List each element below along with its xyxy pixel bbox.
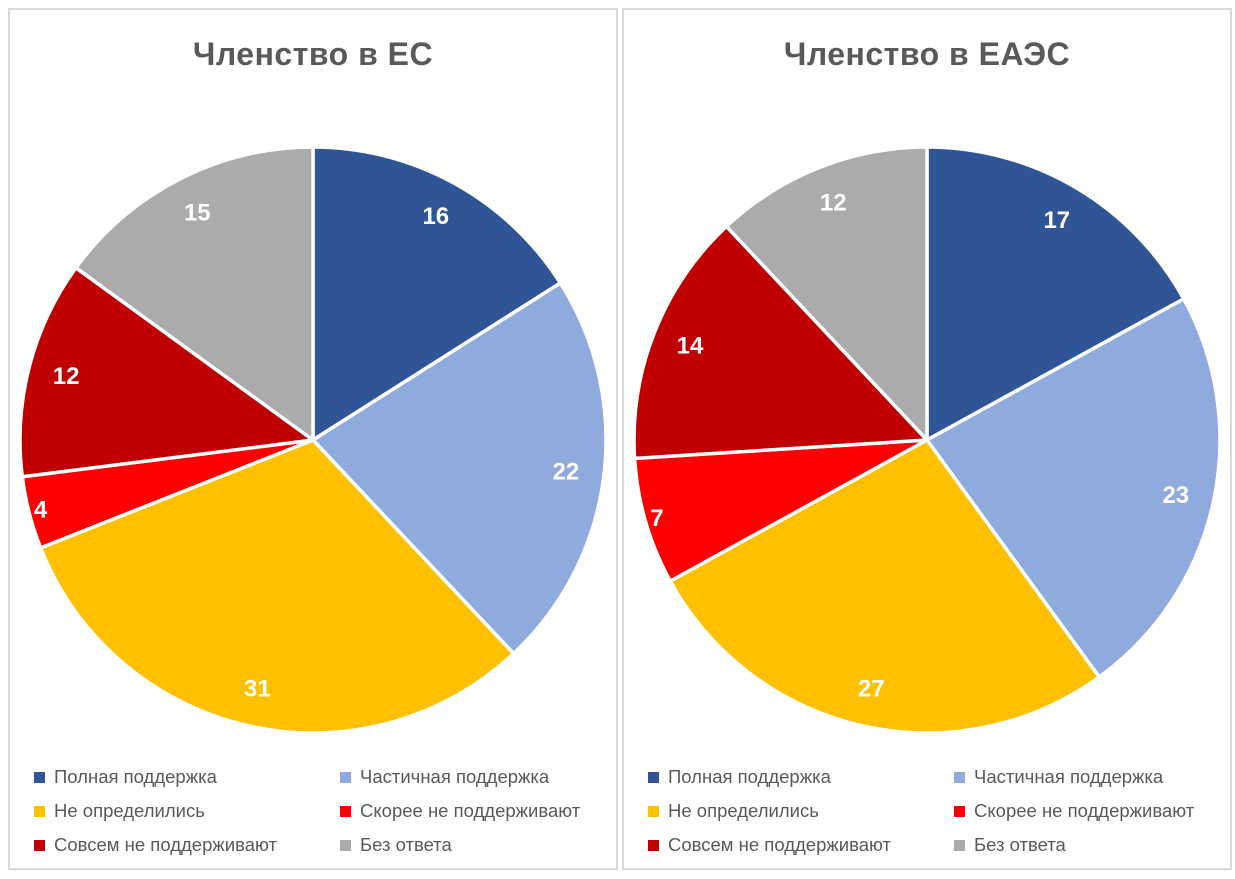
legend-item-5: Совсем не поддерживают: [648, 834, 954, 856]
pie-data-label-1: 17: [1043, 207, 1070, 234]
legend-label: Совсем не поддерживают: [54, 834, 277, 855]
legend-marker-icon: [648, 805, 659, 817]
legend-item-3: Не определились: [34, 800, 340, 822]
legend-label: Совсем не поддерживают: [668, 834, 891, 855]
pie-data-label-3: 27: [858, 675, 885, 702]
legend-item-4: Скорее не поддерживают: [340, 800, 616, 822]
legend-label: Не определились: [668, 800, 819, 821]
pie-chart-eaeu: 17 23 27 7 14 12: [632, 145, 1222, 735]
legend-label: Частичная поддержка: [974, 766, 1164, 787]
chart-legend-eaeu: Полная поддержка Частичная поддержка Не оп…: [624, 760, 1230, 862]
pie-data-label-2: 22: [553, 458, 580, 485]
pie-slice-2: [925, 297, 1222, 679]
pie-data-label-2: 23: [1162, 482, 1189, 509]
legend-label: Без ответа: [360, 834, 452, 855]
chart-panel-eu: Членство в ЕС 16 22 31 4 12 15 Полная поддерж…: [8, 8, 618, 870]
chart-title-eu: Членство в ЕС: [192, 36, 434, 72]
pie-slice-6: [724, 145, 929, 442]
pie-data-label-5: 12: [53, 363, 80, 390]
pie-data-label-1: 16: [422, 203, 449, 230]
pie-data-label-3: 31: [244, 675, 271, 702]
legend-marker-icon: [648, 771, 659, 783]
chart-legend-eu: Полная поддержка Частичная поддержка Не оп…: [10, 760, 616, 862]
legend-label: Без ответа: [974, 834, 1066, 855]
pie-data-label-4: 7: [650, 505, 663, 532]
legend-label: Не определились: [54, 800, 205, 821]
legend-item-2: Частичная поддержка: [954, 766, 1230, 788]
legend-marker-icon: [340, 805, 351, 817]
legend-item-1: Полная поддержка: [34, 766, 340, 788]
pie-slice-1: [925, 145, 1186, 442]
legend-label: Полная поддержка: [668, 766, 831, 787]
legend-label: Частичная поддержка: [360, 766, 550, 787]
pie-data-label-6: 15: [184, 199, 211, 226]
pie-slice-4: [632, 438, 929, 583]
legend-label: Скорее не поддерживают: [360, 800, 581, 821]
legend-item-4: Скорее не поддерживают: [954, 800, 1230, 822]
legend-item-2: Частичная поддержка: [340, 766, 616, 788]
legend-marker-icon: [954, 839, 965, 851]
legend-marker-icon: [34, 805, 45, 817]
chart-title-eaeu: Членство в ЕАЭС: [783, 36, 1071, 72]
legend-item-1: Полная поддержка: [648, 766, 954, 788]
pie-slice-3: [668, 438, 1101, 735]
chart-panel-eaeu: Членство в ЕАЭС 17 23 27 7 14 12 Полная подде…: [622, 8, 1232, 870]
legend-marker-icon: [648, 839, 659, 851]
pie-slice-3: [38, 438, 516, 735]
pie-slice-1: [311, 145, 563, 442]
legend-label: Скорее не поддерживают: [974, 800, 1195, 821]
legend-marker-icon: [34, 839, 45, 851]
pie-slice-2: [311, 281, 608, 656]
legend-marker-icon: [954, 771, 965, 783]
legend-marker-icon: [340, 771, 351, 783]
legend-marker-icon: [954, 805, 965, 817]
legend-label: Полная поддержка: [54, 766, 217, 787]
legend-item-6: Без ответа: [340, 834, 616, 856]
pie-slice-6: [74, 145, 315, 442]
legend-marker-icon: [34, 771, 45, 783]
pie-data-label-4: 4: [34, 497, 48, 524]
pie-slice-5: [18, 266, 315, 479]
legend-item-5: Совсем не поддерживают: [34, 834, 340, 856]
legend-marker-icon: [340, 839, 351, 851]
legend-item-3: Не определились: [648, 800, 954, 822]
pie-data-label-5: 14: [677, 333, 704, 360]
pie-data-label-6: 12: [820, 190, 847, 217]
legend-item-6: Без ответа: [954, 834, 1230, 856]
pie-slice-5: [632, 224, 929, 461]
pie-chart-eu: 16 22 31 4 12 15: [18, 145, 608, 735]
